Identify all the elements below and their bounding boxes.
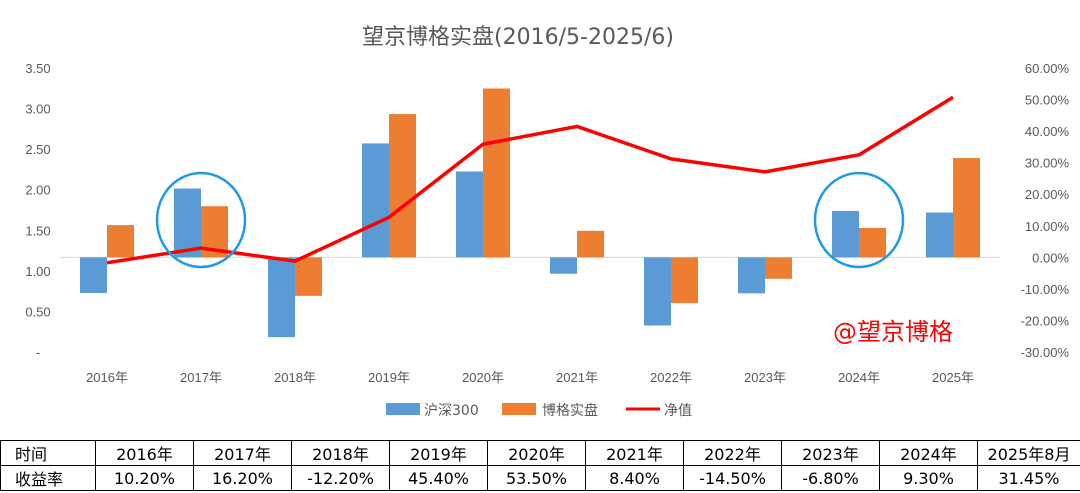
- left-tick-label: -: [36, 345, 40, 360]
- left-tick-label: 3.00: [25, 102, 50, 117]
- table-cell: 31.45%: [977, 465, 1080, 491]
- highlight-circle: [155, 171, 247, 269]
- bar-bogle: [859, 227, 886, 258]
- table-cell: 2024年: [879, 440, 978, 466]
- bar-bogle: [107, 225, 134, 258]
- left-axis: - 0.50 1.00 1.50 2.00 2.50 3.00 3.50: [25, 61, 50, 360]
- left-tick-label: 2.50: [25, 142, 50, 157]
- watermark-text: @望京博格: [833, 318, 953, 346]
- right-tick-label: 60.00%: [1025, 61, 1070, 76]
- bar-bogle: [389, 114, 416, 258]
- x-tick-label: 2018年: [274, 370, 316, 385]
- x-tick-label: 2023年: [744, 370, 786, 385]
- legend-label-bogle: 博格实盘: [542, 402, 598, 419]
- legend-swatch-hs300: [386, 403, 420, 415]
- left-tick-label: 2.00: [25, 183, 50, 198]
- x-axis: 2016年 2017年 2018年 2019年 2020年 2021年 2022年 2023年…: [86, 370, 974, 385]
- bar-hs300: [456, 171, 483, 258]
- table-row-returns: 收益率 10.20% 16.20% -12.20% 45.40% 53.50% …: [0, 465, 1080, 491]
- bar-bogle: [295, 257, 322, 296]
- table-cell: -6.80%: [781, 465, 880, 491]
- x-tick-label: 2017年: [180, 370, 222, 385]
- highlight-circle: [813, 171, 905, 269]
- table-cell: 2017年: [193, 440, 292, 466]
- table-cell: -14.50%: [683, 465, 782, 491]
- nav-line: [106, 95, 954, 265]
- right-tick-label: 40.00%: [1025, 124, 1070, 139]
- bar-hs300: [926, 212, 953, 258]
- bar-hs300: [362, 143, 389, 258]
- x-tick-label: 2025年: [932, 370, 974, 385]
- legend-swatch-bogle: [502, 403, 536, 415]
- bar-bogle: [577, 230, 604, 258]
- bar-bogle: [483, 88, 510, 258]
- legend: 沪深300 博格实盘 净值: [386, 402, 692, 419]
- chart-title: 望京博格实盘(2016/5-2025/6): [362, 25, 674, 50]
- table-row-years: 时间 2016年 2017年 2018年 2019年 2020年 2021年 2…: [0, 440, 1080, 466]
- row-header-return: 收益率: [0, 465, 96, 491]
- chart: 望京博格实盘(2016/5-2025/6) - 0.50 1.00 1.50 2.00 2…: [25, 25, 1070, 419]
- bar-hs300: [174, 188, 201, 258]
- table-cell: 2018年: [291, 440, 390, 466]
- x-tick-label: 2022年: [650, 370, 692, 385]
- table-cell: 2020年: [487, 440, 586, 466]
- right-tick-label: 50.00%: [1025, 93, 1070, 108]
- right-tick-label: 0.00%: [1032, 250, 1069, 265]
- table-cell: 2022年: [683, 440, 782, 466]
- table-cell: -12.20%: [291, 465, 390, 491]
- bar-hs300: [80, 257, 107, 293]
- nav-line-layer: [106, 95, 954, 265]
- bar-hs300: [832, 210, 859, 258]
- right-tick-label: 10.00%: [1025, 219, 1070, 234]
- bar-bogle: [671, 257, 698, 304]
- table-cell: 2025年8月: [977, 440, 1080, 466]
- left-tick-label: 3.50: [25, 61, 50, 76]
- bars: [80, 88, 980, 338]
- left-tick-label: 1.50: [25, 223, 50, 238]
- legend-label-hs300: 沪深300: [424, 403, 479, 419]
- table-cell: 53.50%: [487, 465, 586, 491]
- bar-hs300: [738, 257, 765, 294]
- right-tick-label: -10.00%: [1021, 282, 1070, 297]
- left-tick-label: 1.00: [25, 264, 50, 279]
- table-cell: 9.30%: [879, 465, 978, 491]
- table-cell: 45.40%: [389, 465, 488, 491]
- table-cell: 2021年: [585, 440, 684, 466]
- bar-hs300: [550, 257, 577, 274]
- table-cell: 2023年: [781, 440, 880, 466]
- x-tick-label: 2021年: [556, 370, 598, 385]
- table-cell: 8.40%: [585, 465, 684, 491]
- x-tick-label: 2019年: [368, 370, 410, 385]
- left-tick-label: 0.50: [25, 304, 50, 319]
- table-cell: 2016年: [95, 440, 194, 466]
- right-tick-label: -20.00%: [1021, 313, 1070, 328]
- right-tick-label: -30.00%: [1021, 345, 1070, 360]
- table-cell: 10.20%: [95, 465, 194, 491]
- bar-bogle: [765, 257, 792, 279]
- row-header-time: 时间: [0, 440, 96, 466]
- highlight-circles: [155, 171, 905, 269]
- table-cell: 2019年: [389, 440, 488, 466]
- right-axis: -30.00% -20.00% -10.00% 0.00% 10.00% 20.00% 30…: [1021, 61, 1070, 360]
- x-tick-label: 2020年: [462, 370, 504, 385]
- bar-bogle: [953, 158, 980, 258]
- legend-label-nav: 净值: [664, 403, 692, 419]
- bar-hs300: [644, 257, 671, 326]
- right-tick-label: 20.00%: [1025, 187, 1070, 202]
- returns-table: 时间 2016年 2017年 2018年 2019年 2020年 2021年 2…: [0, 440, 1080, 491]
- table-cell: 16.20%: [193, 465, 292, 491]
- bar-hs300: [268, 257, 295, 338]
- x-tick-label: 2016年: [86, 370, 128, 385]
- right-tick-label: 30.00%: [1025, 156, 1070, 171]
- x-tick-label: 2024年: [838, 370, 880, 385]
